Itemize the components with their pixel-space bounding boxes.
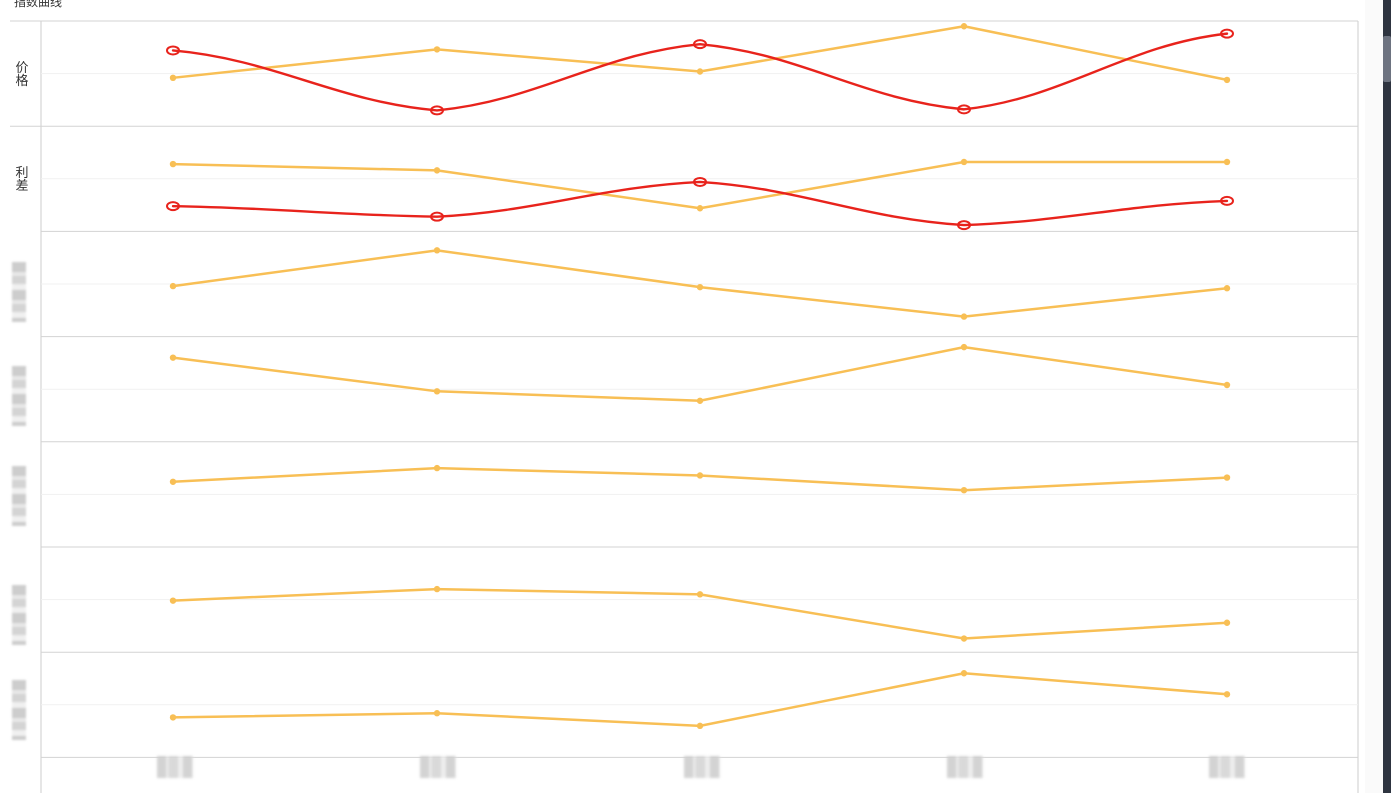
annotation-mark bbox=[957, 220, 971, 231]
data-point bbox=[696, 397, 704, 404]
data-point bbox=[960, 158, 968, 166]
data-point bbox=[433, 464, 441, 472]
redacted-panel-label bbox=[12, 366, 26, 426]
chart-title: 指数曲线 bbox=[14, 0, 63, 9]
scrollbar-track[interactable] bbox=[1365, 0, 1383, 793]
data-point bbox=[169, 478, 177, 485]
data-point bbox=[433, 388, 441, 395]
data-point bbox=[169, 74, 177, 82]
annotation-mark bbox=[957, 104, 971, 115]
data-point bbox=[696, 722, 704, 730]
panel-label-price-text: 价格 bbox=[15, 61, 29, 89]
data-point bbox=[433, 247, 441, 254]
data-point bbox=[960, 635, 968, 642]
annotation-mark bbox=[430, 105, 444, 116]
data-point bbox=[960, 23, 968, 30]
data-point bbox=[1223, 691, 1231, 698]
redacted-x-tick bbox=[420, 756, 456, 778]
data-point bbox=[960, 486, 968, 494]
annotation-line bbox=[171, 32, 1229, 112]
annotation-mark bbox=[1220, 195, 1234, 206]
panel-label-spread: 利差 bbox=[12, 167, 32, 193]
redacted-panel-label bbox=[12, 262, 26, 322]
data-point bbox=[1223, 158, 1231, 166]
annotation-line bbox=[171, 180, 1229, 227]
data-point bbox=[1223, 619, 1231, 626]
annotation-mark bbox=[166, 45, 180, 56]
data-point bbox=[696, 472, 704, 479]
data-point bbox=[960, 343, 968, 351]
redacted-x-tick bbox=[1209, 756, 1245, 778]
data-point bbox=[433, 167, 441, 174]
redacted-panel-label bbox=[12, 680, 26, 740]
data-point bbox=[960, 670, 968, 677]
redacted-x-tick bbox=[947, 756, 983, 778]
data-point bbox=[1223, 76, 1231, 84]
data-point bbox=[1223, 381, 1231, 389]
data-point bbox=[696, 283, 704, 291]
scrollbar[interactable] bbox=[1383, 0, 1391, 793]
data-point bbox=[433, 710, 441, 717]
annotation-mark bbox=[693, 176, 707, 187]
series-line bbox=[172, 345, 1228, 403]
data-point bbox=[433, 585, 441, 593]
data-point bbox=[433, 46, 441, 53]
annotation-mark bbox=[166, 201, 180, 212]
data-point bbox=[169, 160, 177, 168]
panel-label-spread-text: 利差 bbox=[15, 166, 29, 194]
data-point bbox=[960, 313, 968, 320]
data-point bbox=[696, 205, 704, 212]
panel-label-price: 价格 bbox=[12, 62, 32, 88]
series-line bbox=[172, 671, 1228, 728]
series-line bbox=[172, 466, 1228, 492]
annotation-mark bbox=[693, 39, 707, 50]
annotation-mark bbox=[430, 211, 444, 222]
data-point bbox=[696, 591, 704, 598]
data-point bbox=[696, 68, 704, 75]
scrollbar-thumb[interactable] bbox=[1383, 36, 1391, 82]
redacted-panel-label bbox=[12, 466, 26, 526]
annotation-mark bbox=[1220, 28, 1234, 39]
data-point bbox=[169, 597, 177, 604]
data-point bbox=[169, 354, 177, 361]
data-point bbox=[1223, 285, 1231, 292]
redacted-x-tick bbox=[684, 756, 720, 778]
data-point bbox=[169, 714, 177, 721]
redacted-x-tick bbox=[157, 756, 193, 778]
series-line bbox=[172, 249, 1228, 318]
data-point bbox=[169, 282, 177, 290]
redacted-panel-label bbox=[12, 585, 26, 645]
data-point bbox=[1223, 474, 1231, 481]
